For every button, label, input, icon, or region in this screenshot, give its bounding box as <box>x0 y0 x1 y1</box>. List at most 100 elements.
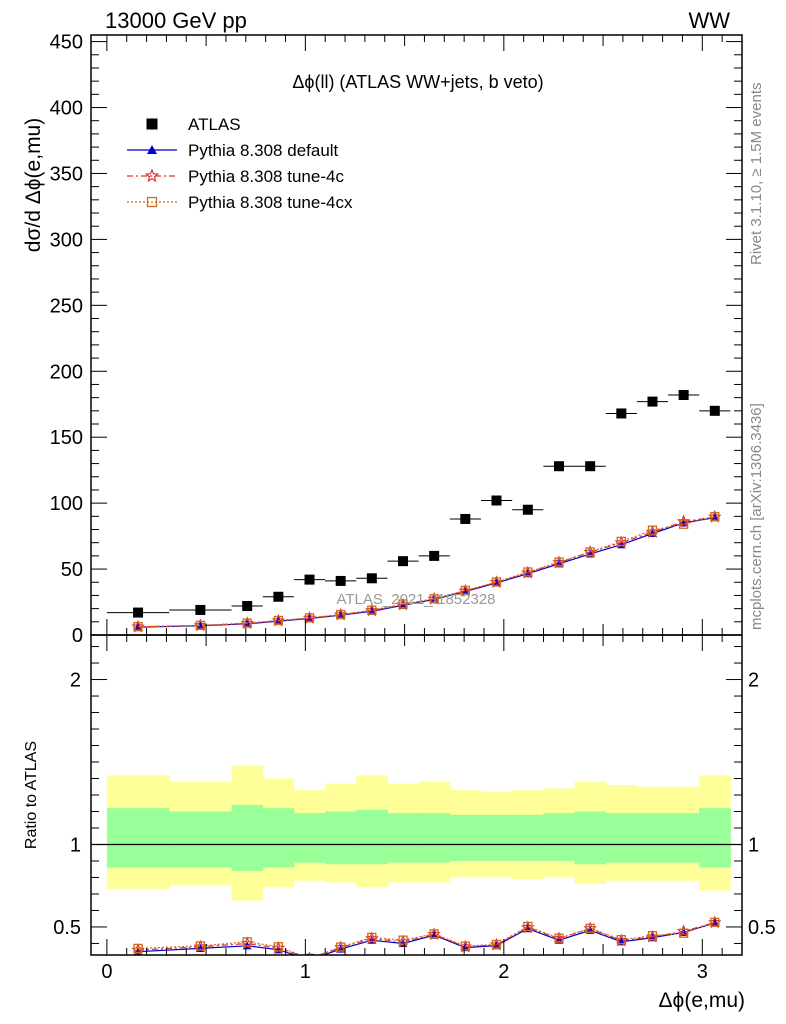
ratio-line <box>137 921 715 955</box>
ratio-point <box>429 929 439 939</box>
header-right: WW <box>688 8 730 33</box>
band-segment <box>636 813 669 863</box>
legend-marker <box>146 196 158 208</box>
data-point <box>585 547 595 557</box>
band-segment <box>106 808 170 868</box>
header-left: 13000 GeV pp <box>105 8 247 33</box>
legend: ATLAS Pythia 8.308 default Pythia 8.308 tu… <box>127 115 353 212</box>
main-y-tick-label: 350 <box>50 163 83 185</box>
band-segment <box>325 811 357 865</box>
ratio-point <box>195 941 206 951</box>
band-segment <box>512 814 544 861</box>
series-pythia-8-308-tune-4cx <box>133 511 720 632</box>
ratio-point <box>242 937 252 947</box>
band-segment <box>262 808 295 868</box>
band-segment <box>418 813 451 863</box>
main-y-tick-label: 100 <box>50 493 83 515</box>
x-tick-label: 3 <box>697 961 708 983</box>
ratio-point <box>710 917 720 927</box>
ratio-pythia-8-308-tune-4cx <box>133 917 720 955</box>
legend-item: Pythia 8.308 default <box>127 141 339 160</box>
legend-label: Pythia 8.308 tune-4cx <box>188 193 353 212</box>
data-point <box>460 585 470 596</box>
ratio-point <box>647 931 658 941</box>
band-segment <box>169 811 232 868</box>
legend-marker <box>146 118 158 130</box>
data-point <box>273 591 284 602</box>
ratio-y-tick-label: 2 <box>70 670 81 692</box>
data-point <box>491 495 502 506</box>
data-point <box>133 622 143 632</box>
ratio-panel: 0.5 0.5 1 1 2 2 0 1 2 3 Ratio to ATLAS Δϕ(e,mu) <box>23 634 776 1012</box>
ratio-line <box>137 922 715 955</box>
data-point <box>616 408 627 419</box>
ratio-pythia-8-308-default <box>133 918 720 955</box>
data-point <box>678 519 689 529</box>
main-y-tick-label: 300 <box>50 229 83 251</box>
data-point <box>647 396 658 407</box>
data-point <box>195 604 206 615</box>
series-line <box>137 516 715 628</box>
series-line <box>137 517 715 628</box>
main-y-tick-label: 0 <box>72 625 83 647</box>
data-point <box>429 594 439 604</box>
x-tick-label: 2 <box>498 961 509 983</box>
ratio-point <box>491 939 502 950</box>
main-title: Δϕ(ll) (ATLAS WW+jets, b veto) <box>292 72 543 92</box>
data-point <box>242 600 253 611</box>
ratio-point <box>460 941 470 951</box>
data-point <box>398 599 408 609</box>
ratio-y-tick-label: 1 <box>70 834 81 856</box>
ratio-point <box>554 933 564 943</box>
legend-item: Pythia 8.308 tune-4cx <box>127 193 353 212</box>
main-y-tick-label: 50 <box>61 559 83 581</box>
legend-item: Pythia 8.308 tune-4c <box>127 167 344 186</box>
band-segment <box>574 811 607 865</box>
series-pythia-8-308-tune-4c <box>131 509 722 633</box>
legend-label: Pythia 8.308 tune-4c <box>188 167 344 186</box>
main-y-tick-label: 150 <box>50 427 83 449</box>
data-point <box>242 618 252 628</box>
band-segment <box>481 814 513 861</box>
series-atlas <box>106 390 731 618</box>
ratio-y-tick-label: 0.5 <box>53 917 81 939</box>
band-segment <box>668 813 700 863</box>
data-point <box>195 620 206 631</box>
rivet-side-label: Rivet 3.1.10, ≥ 1.5M events <box>748 83 765 266</box>
data-point <box>523 567 533 577</box>
band-segment <box>543 813 575 861</box>
data-point <box>554 557 564 567</box>
band-segment <box>231 804 264 871</box>
data-point <box>710 511 720 522</box>
band-segment <box>356 809 388 865</box>
data-point <box>273 615 284 626</box>
data-point <box>554 461 565 472</box>
data-point <box>304 613 315 623</box>
x-tick-label: 1 <box>300 961 311 983</box>
ratio-inner-band <box>106 804 731 871</box>
band-segment <box>699 808 731 868</box>
data-point <box>429 550 440 561</box>
main-y-tick-label: 250 <box>50 295 83 317</box>
data-point <box>133 607 144 618</box>
ratio-point <box>678 928 689 938</box>
ratio-point <box>616 935 626 945</box>
data-point <box>616 536 626 547</box>
data-point <box>304 574 315 585</box>
data-point <box>460 513 471 524</box>
legend-item: ATLAS <box>146 115 241 134</box>
data-point <box>366 573 377 584</box>
ratio-point <box>273 942 284 952</box>
ratio-point <box>133 943 143 954</box>
watermark: ATLAS_2021_I1852328 <box>336 591 495 608</box>
legend-marker <box>147 145 157 154</box>
x-axis-label: Δϕ(e,mu) <box>659 989 745 1012</box>
ratio-y-tick-label-right: 2 <box>748 670 759 692</box>
data-point <box>336 609 346 620</box>
ratio-point <box>523 921 533 932</box>
ratio-point <box>585 923 595 933</box>
legend-marker <box>144 168 160 183</box>
data-point <box>367 605 377 615</box>
x-tick-label: 0 <box>101 961 112 983</box>
